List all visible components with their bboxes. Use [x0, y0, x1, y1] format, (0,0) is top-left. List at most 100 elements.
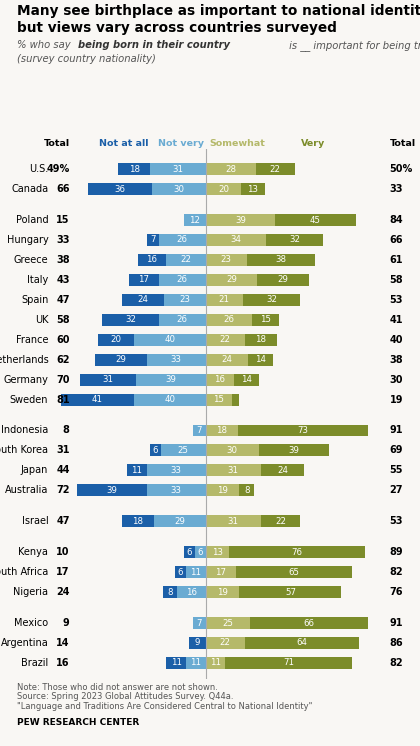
Bar — [205, 394, 232, 406]
Text: 24: 24 — [137, 295, 149, 304]
Text: 8: 8 — [244, 486, 249, 495]
Bar — [189, 637, 205, 649]
Text: Source: Spring 2023 Global Attitudes Survey. Q44a.: Source: Spring 2023 Global Attitudes Sur… — [17, 692, 233, 701]
Bar — [205, 657, 225, 669]
Bar — [247, 254, 315, 266]
Bar — [205, 374, 234, 386]
Text: 69: 69 — [390, 445, 403, 456]
Bar — [184, 546, 195, 558]
Text: 70: 70 — [56, 374, 70, 385]
Bar — [80, 374, 136, 386]
Bar — [205, 566, 236, 578]
Text: 32: 32 — [266, 295, 277, 304]
Text: 31: 31 — [228, 517, 239, 526]
Text: South Korea: South Korea — [0, 445, 48, 456]
Text: 39: 39 — [235, 216, 246, 225]
Text: 72: 72 — [56, 486, 70, 495]
Text: being born in their country: being born in their country — [78, 40, 230, 50]
Bar — [234, 374, 259, 386]
Text: 31: 31 — [228, 466, 239, 475]
Text: 55: 55 — [390, 466, 403, 475]
Text: 13: 13 — [212, 548, 223, 557]
Text: 18: 18 — [132, 517, 143, 526]
Text: 23: 23 — [220, 255, 231, 264]
Text: 53: 53 — [390, 295, 403, 305]
Text: 29: 29 — [174, 517, 185, 526]
Text: 44: 44 — [56, 466, 70, 475]
Text: 39: 39 — [165, 375, 176, 384]
Text: 26: 26 — [223, 316, 234, 325]
Bar — [229, 546, 365, 558]
Text: 23: 23 — [179, 295, 191, 304]
Bar — [98, 333, 134, 345]
Text: 19: 19 — [217, 588, 228, 597]
Text: Brazil: Brazil — [21, 658, 48, 668]
Text: 9: 9 — [195, 639, 200, 648]
Bar — [138, 254, 166, 266]
Text: 16: 16 — [56, 658, 70, 668]
Text: Indonesia: Indonesia — [1, 425, 48, 436]
Text: 33: 33 — [171, 355, 181, 364]
Text: 76: 76 — [390, 587, 403, 597]
Bar — [150, 445, 161, 457]
Text: 38: 38 — [390, 354, 403, 365]
Text: 36: 36 — [114, 184, 125, 194]
Text: 81: 81 — [56, 395, 70, 404]
Bar — [248, 354, 273, 366]
Text: 8: 8 — [167, 588, 173, 597]
Text: 30: 30 — [390, 374, 403, 385]
Text: 16: 16 — [214, 375, 225, 384]
Text: 38: 38 — [275, 255, 286, 264]
Text: Canada: Canada — [11, 184, 48, 194]
Text: 66: 66 — [56, 184, 70, 194]
Bar — [245, 637, 359, 649]
Bar — [102, 314, 159, 326]
Text: 29: 29 — [278, 275, 289, 284]
Text: UK: UK — [35, 315, 48, 325]
Bar — [205, 314, 252, 326]
Text: but views vary across countries surveyed: but views vary across countries surveyed — [17, 21, 337, 35]
Bar — [205, 617, 250, 629]
Text: Very: Very — [301, 140, 325, 148]
Text: 16: 16 — [186, 588, 197, 597]
Text: 58: 58 — [390, 275, 403, 285]
Text: 16: 16 — [147, 255, 158, 264]
Bar — [256, 163, 295, 175]
Bar — [152, 183, 205, 195]
Bar — [239, 484, 254, 496]
Bar — [127, 465, 147, 477]
Text: 14: 14 — [56, 638, 70, 648]
Text: 24: 24 — [221, 355, 233, 364]
Text: 11: 11 — [190, 659, 201, 668]
Text: 84: 84 — [390, 215, 403, 225]
Bar — [147, 465, 205, 477]
Bar — [205, 424, 238, 436]
Text: 89: 89 — [390, 547, 403, 557]
Bar — [134, 333, 205, 345]
Text: 76: 76 — [291, 548, 302, 557]
Bar — [193, 617, 205, 629]
Text: Israel: Israel — [21, 516, 48, 526]
Text: PEW RESEARCH CENTER: PEW RESEARCH CENTER — [17, 718, 139, 727]
Text: 32: 32 — [289, 236, 300, 245]
Bar — [205, 183, 241, 195]
Text: 22: 22 — [220, 639, 231, 648]
Text: 24: 24 — [56, 587, 70, 597]
Text: 39: 39 — [289, 446, 299, 455]
Text: 38: 38 — [56, 255, 70, 265]
Text: 14: 14 — [255, 355, 266, 364]
Text: 57: 57 — [285, 588, 296, 597]
Bar — [88, 183, 152, 195]
Text: 91: 91 — [390, 618, 403, 628]
Text: 19: 19 — [217, 486, 228, 495]
Text: Note: Those who did not answer are not shown.: Note: Those who did not answer are not s… — [17, 683, 218, 692]
Text: Sweden: Sweden — [10, 395, 48, 404]
Bar — [193, 424, 205, 436]
Text: Germany: Germany — [3, 374, 48, 385]
Text: Somewhat: Somewhat — [210, 140, 265, 148]
Text: Spain: Spain — [21, 295, 48, 305]
Text: 6: 6 — [197, 548, 203, 557]
Bar — [225, 657, 352, 669]
Bar — [239, 586, 341, 598]
Text: 28: 28 — [225, 165, 236, 174]
